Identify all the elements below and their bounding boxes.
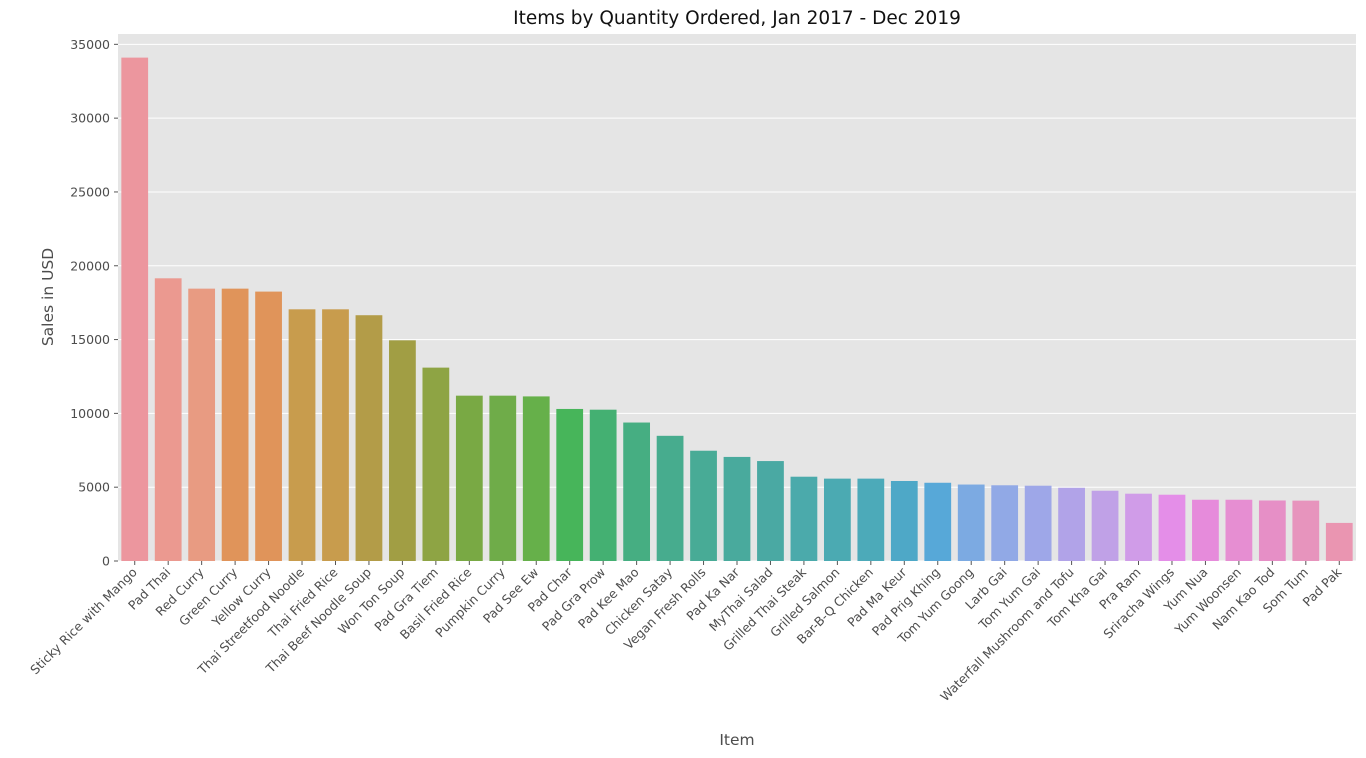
- bar: [455, 395, 483, 561]
- y-tick-label: 10000: [70, 406, 110, 421]
- bar: [1192, 499, 1219, 561]
- bar: [522, 396, 550, 561]
- y-tick-label: 30000: [70, 111, 110, 126]
- y-tick-label: 5000: [78, 480, 110, 495]
- x-tick-label: Sticky Rice with Mango: [27, 565, 140, 678]
- bar: [489, 395, 517, 561]
- bar: [1158, 494, 1186, 561]
- bar: [690, 450, 717, 561]
- bar: [154, 278, 182, 561]
- bar: [1225, 499, 1253, 561]
- bar: [757, 461, 784, 561]
- bar: [924, 482, 952, 561]
- x-axis-title: Item: [719, 731, 754, 749]
- bar: [1058, 487, 1085, 561]
- bar: [389, 340, 416, 561]
- bar: [656, 435, 684, 561]
- y-tick-label: 15000: [70, 332, 110, 347]
- y-axis-title: Sales in USD: [39, 248, 57, 346]
- bar: [589, 409, 617, 561]
- bar: [422, 367, 450, 561]
- chart-title: Items by Quantity Ordered, Jan 2017 - De…: [513, 8, 961, 29]
- bar: [1292, 500, 1320, 561]
- bar: [1024, 485, 1052, 561]
- y-tick-label: 0: [102, 554, 110, 569]
- bar: [991, 485, 1019, 561]
- bars: [121, 57, 1353, 561]
- bar: [355, 315, 383, 561]
- bar: [121, 57, 149, 561]
- bar: [623, 422, 651, 561]
- bar: [1325, 522, 1353, 561]
- y-axis-ticks: 0 5000 10000 15000 20000 25000 30000 35000: [70, 37, 118, 569]
- bar: [1258, 500, 1286, 561]
- bar: [723, 456, 751, 561]
- bar: [255, 291, 282, 561]
- y-tick-label: 20000: [70, 258, 110, 273]
- bar: [790, 476, 818, 561]
- bar: [288, 309, 316, 561]
- bar: [221, 288, 249, 561]
- bar: [857, 478, 885, 561]
- bar: [1125, 493, 1152, 561]
- bar: [823, 478, 851, 561]
- y-tick-label: 25000: [70, 184, 110, 199]
- bar: [1091, 490, 1119, 561]
- bar: [890, 480, 918, 561]
- bar: [322, 309, 349, 561]
- bar: [188, 288, 216, 561]
- bar: [957, 484, 985, 561]
- bar: [556, 408, 584, 561]
- y-tick-label: 35000: [70, 37, 110, 52]
